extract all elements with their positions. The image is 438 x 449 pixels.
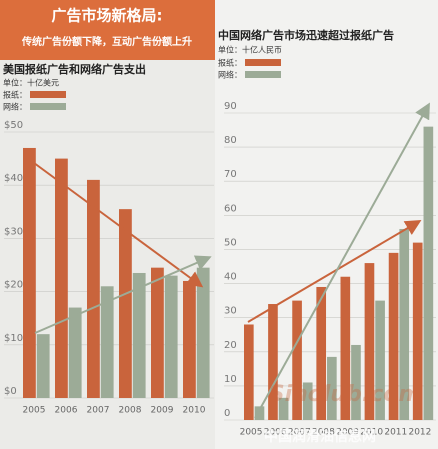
legend-swatch (30, 91, 66, 98)
bar (412, 242, 423, 420)
x-tick-label: 2006 (55, 406, 78, 416)
bar (36, 334, 50, 398)
bar (87, 179, 100, 398)
legend-swatch (30, 103, 66, 110)
x-tick-label: 2011 (384, 428, 407, 438)
bar (68, 307, 82, 398)
chart-title: 中国网络广告市场迅速超过报纸广告 (218, 28, 394, 42)
bar (340, 276, 351, 420)
bar (132, 272, 146, 398)
header-subtitle: 传统广告份额下降，互动广告份额上升 (21, 35, 192, 48)
bar (244, 324, 254, 420)
x-tick-label: 2008 (119, 406, 142, 416)
y-tick-label: $20 (4, 280, 23, 291)
bar (23, 147, 36, 398)
y-tick-label: 30 (224, 306, 237, 317)
unit-label: 单位：十亿人民币 (218, 45, 282, 55)
legend-swatch (245, 59, 281, 66)
x-tick-label: 2012 (408, 428, 431, 438)
bar (183, 280, 196, 398)
chart-title: 美国报纸广告和网络广告支出 (3, 62, 146, 76)
y-tick-label: $10 (4, 333, 23, 344)
y-tick-label: 80 (224, 135, 237, 146)
x-tick-label: 2005 (23, 406, 46, 416)
y-tick-label: 10 (224, 374, 237, 385)
x-tick-label: 2006 (264, 428, 287, 438)
y-tick-label: 70 (224, 169, 237, 180)
bar (164, 275, 178, 398)
bar (399, 228, 410, 420)
x-tick-label: 2005 (240, 428, 263, 438)
x-tick-label: 2010 (360, 428, 383, 438)
y-tick-label: $30 (4, 226, 23, 237)
bar (388, 252, 399, 420)
bar (151, 267, 164, 398)
y-tick-label: 90 (224, 101, 237, 112)
y-tick-label: $0 (4, 386, 17, 397)
x-tick-label: 2008 (312, 428, 335, 438)
legend-swatch (245, 71, 281, 78)
bar (351, 344, 361, 420)
x-tick-label: 2009 (336, 428, 359, 438)
y-tick-label: $50 (4, 120, 23, 131)
x-tick-label: 2009 (151, 406, 174, 416)
watermark-site: Sinolub.com (269, 382, 422, 407)
trend-arrow (247, 219, 422, 323)
legend-label: 网络： (218, 70, 242, 80)
bar (268, 304, 278, 420)
legend-label: 网络： (3, 102, 27, 112)
trend-arrow (34, 255, 212, 334)
y-tick-label: 40 (224, 272, 237, 283)
x-tick-label: 2007 (87, 406, 110, 416)
y-tick-label: 50 (224, 237, 237, 248)
header-title: 广告市场新格局: (52, 7, 163, 25)
trend-arrow (29, 159, 204, 288)
y-tick-label: 0 (224, 408, 230, 419)
bar (375, 300, 385, 420)
watermark-name: 中国润滑油信息网 (264, 428, 376, 445)
bar (316, 286, 327, 420)
unit-label: 单位：十亿美元 (3, 78, 59, 88)
bar (254, 406, 265, 420)
bar (327, 356, 337, 420)
bar (423, 126, 434, 421)
bar (364, 263, 375, 420)
bar (292, 300, 302, 420)
header-banner (0, 0, 215, 60)
bar (302, 382, 313, 420)
y-tick-label: 60 (224, 203, 237, 214)
y-tick-label: 20 (224, 340, 237, 351)
bar (55, 158, 68, 398)
bar (119, 209, 132, 398)
bar (278, 397, 289, 420)
legend-label: 报纸： (218, 58, 242, 68)
x-tick-label: 2010 (183, 406, 206, 416)
legend-label: 报纸： (3, 90, 27, 100)
y-tick-label: $40 (4, 173, 23, 184)
bar (196, 267, 210, 398)
bar (100, 286, 114, 398)
x-tick-label: 2007 (288, 428, 311, 438)
trend-arrow (254, 102, 430, 419)
